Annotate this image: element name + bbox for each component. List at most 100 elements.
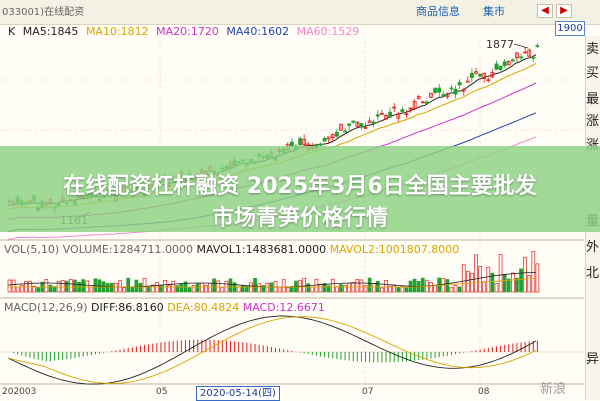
volume-bar xyxy=(371,283,376,293)
volume-bar xyxy=(249,282,253,293)
volume-bar xyxy=(48,284,53,293)
top-toolbar: 033001)在线配资 商品信息 集市 ◀ ▶ xyxy=(0,0,600,25)
sidebar-tab-buy[interactable]: 买 xyxy=(585,66,599,81)
candle xyxy=(289,141,294,147)
candle xyxy=(400,109,405,113)
sidebar-tab-change[interactable]: 涨 xyxy=(585,114,599,129)
candle xyxy=(355,121,360,127)
volume-bar xyxy=(220,287,225,293)
candle xyxy=(465,80,470,83)
next-arrow-icon[interactable]: ▶ xyxy=(556,4,572,18)
vol-legend-item: VOL(5,10) xyxy=(4,243,60,256)
volume-bar xyxy=(339,284,343,293)
sidebar-tab-sell[interactable]: 卖 xyxy=(585,42,599,57)
volume-bar xyxy=(167,285,171,293)
candle xyxy=(416,96,421,99)
volume-bar xyxy=(302,278,306,293)
candle xyxy=(498,65,503,70)
candle xyxy=(433,88,438,93)
volume-bar xyxy=(482,281,487,293)
volume-bar xyxy=(118,280,122,293)
volume-bar xyxy=(159,284,163,293)
volume-bar xyxy=(347,282,352,293)
volume-bar xyxy=(449,287,454,293)
goods-info-link[interactable]: 商品信息 xyxy=(416,5,460,18)
candle xyxy=(453,88,458,95)
vol-legend-item: MAVOL2:1001807.8000 xyxy=(329,243,460,256)
chart-type-label: K xyxy=(8,25,16,38)
candle xyxy=(482,72,487,80)
candle xyxy=(510,59,515,62)
volume-bar xyxy=(60,279,65,293)
candle xyxy=(412,100,417,109)
volume-bar xyxy=(355,279,360,293)
volume-bar xyxy=(515,277,519,293)
headline-line-1: 在线配资杠杆融资 2025年3月6日全国主要批发 xyxy=(63,174,537,199)
volume-bar xyxy=(7,279,12,293)
volume-bar xyxy=(36,287,40,293)
candle xyxy=(363,127,368,129)
candle xyxy=(408,107,413,110)
ma-legend: K MA5:1845 MA10:1812 MA20:1720 MA40:1602… xyxy=(8,25,363,38)
volume-bar xyxy=(519,268,523,293)
headline-banner: 在线配资杠杆融资 2025年3月6日全国主要批发 市场青笋价格行情 xyxy=(0,146,600,232)
volume-bar xyxy=(11,279,16,293)
volume-bar xyxy=(527,275,532,293)
sidebar-tab-anomaly[interactable]: 异 xyxy=(585,352,599,367)
macd-dea-line xyxy=(7,316,537,384)
candle xyxy=(478,73,483,77)
candle xyxy=(367,120,372,124)
candle xyxy=(339,123,343,131)
sidebar-tab-outer[interactable]: 外 xyxy=(585,240,599,255)
sidebar-tab-latest[interactable]: 最 xyxy=(585,92,599,107)
volume-bar xyxy=(290,286,294,293)
volume-bar xyxy=(73,279,77,293)
candle xyxy=(502,61,507,66)
x-axis-label: 05 xyxy=(156,387,168,397)
candle xyxy=(490,72,495,78)
candle xyxy=(441,94,446,96)
volume-bar xyxy=(457,286,462,293)
candle xyxy=(474,71,478,74)
volume-bar xyxy=(388,285,392,293)
volume-bar xyxy=(105,283,110,293)
volume-bar xyxy=(187,287,192,293)
sidebar-tab-north[interactable]: 北 xyxy=(585,266,599,281)
volume-bar xyxy=(285,287,290,293)
volume-bar xyxy=(502,273,507,293)
prev-arrow-icon[interactable]: ◀ xyxy=(537,4,553,18)
market-link[interactable]: 集市 xyxy=(483,5,505,18)
headline-line-2: 市场青笋价格行情 xyxy=(211,206,388,231)
volume-bar xyxy=(175,285,180,293)
volume-bar xyxy=(138,282,143,293)
volume-bar xyxy=(384,279,388,293)
candle xyxy=(298,138,302,146)
volume-bar xyxy=(126,277,131,293)
candle xyxy=(351,120,356,123)
candle xyxy=(384,115,388,120)
volume-bar xyxy=(314,278,319,293)
volume-bar xyxy=(19,284,24,293)
volume-bar xyxy=(490,272,495,293)
volume-bar xyxy=(52,286,57,293)
volume-bar xyxy=(429,282,433,293)
candle xyxy=(404,113,409,116)
volume-bar xyxy=(89,286,94,293)
candle xyxy=(388,111,392,118)
volume-bar xyxy=(535,263,540,293)
candle xyxy=(470,72,474,79)
volume-bar xyxy=(240,285,245,293)
volume-bar xyxy=(404,287,409,293)
ma10-value: MA10:1812 xyxy=(85,25,149,38)
candle xyxy=(527,49,532,57)
volume-bar xyxy=(130,286,135,293)
volume-bar xyxy=(335,286,339,293)
candle xyxy=(523,51,528,54)
volume-bar xyxy=(269,282,274,293)
volume-bar xyxy=(109,282,114,293)
high-annotation: 1877 xyxy=(486,38,514,51)
selected-date-box: 2020-05-14(四) xyxy=(196,386,280,401)
candle xyxy=(535,45,540,48)
volume-bar xyxy=(420,277,425,293)
volume-bar xyxy=(281,279,286,293)
